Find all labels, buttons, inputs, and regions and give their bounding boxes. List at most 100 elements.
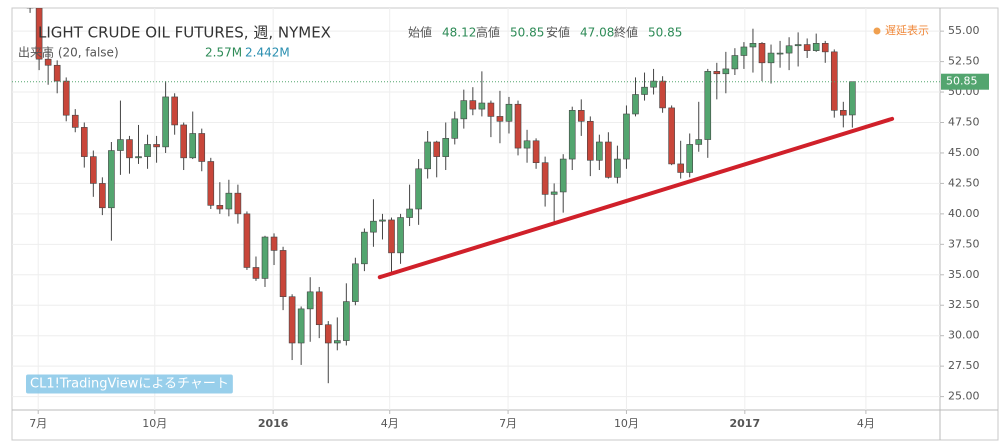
candle-body xyxy=(478,102,486,110)
y-tick-label: 32.50 xyxy=(948,298,980,311)
candle-body xyxy=(62,80,70,116)
candle-body xyxy=(532,140,540,164)
candle-body xyxy=(505,103,513,122)
candle-body xyxy=(514,103,522,149)
chart-title: LIGHT CRUDE OIL FUTURES, 週, NYMEX xyxy=(38,24,331,42)
candle-body xyxy=(99,183,106,209)
candle-body xyxy=(641,86,648,95)
low-label: 安値 xyxy=(546,25,570,40)
candle-body xyxy=(767,52,775,64)
candle-body xyxy=(550,191,558,195)
candle-body xyxy=(442,138,450,157)
candle-body xyxy=(650,80,657,88)
x-tick-label: 2017 xyxy=(730,417,761,430)
candle-body xyxy=(135,156,142,159)
candle-body xyxy=(541,162,549,195)
candle-body xyxy=(722,68,730,75)
candle-body xyxy=(261,236,269,279)
candle-body xyxy=(659,80,666,109)
low-value: 47.08 xyxy=(580,26,614,40)
candle-body xyxy=(35,8,43,60)
candle-body xyxy=(252,267,260,279)
last-price-label: 50.85 xyxy=(946,75,978,88)
candle-body xyxy=(44,58,52,66)
candle-body xyxy=(776,52,784,55)
candle-body xyxy=(623,113,630,160)
candle-body xyxy=(352,263,359,302)
candle-body xyxy=(53,64,61,82)
delay-label[interactable]: 遅延表示 xyxy=(885,23,929,37)
close-label: 終値 xyxy=(614,25,638,40)
candle-body xyxy=(306,291,314,310)
candle-body xyxy=(108,150,115,209)
candle-body xyxy=(388,219,395,254)
trend-line xyxy=(377,116,895,280)
high-label: 高値 xyxy=(476,25,500,40)
last-price-box xyxy=(941,73,989,90)
candle-body xyxy=(677,163,684,173)
x-tick-label: 4月 xyxy=(857,417,875,430)
watermark: CL1!TradingViewによるチャート xyxy=(30,377,229,392)
candle-body xyxy=(180,124,187,159)
candle-body xyxy=(315,291,323,326)
candle-body xyxy=(803,44,811,51)
candle-body xyxy=(288,296,296,344)
x-tick-label: 7月 xyxy=(499,417,517,430)
candle-body xyxy=(812,43,820,51)
candle-body xyxy=(198,133,206,162)
candle-body xyxy=(632,94,639,115)
open-label: 始値 xyxy=(408,25,432,40)
candle-body xyxy=(559,158,567,193)
watermark-backdrop xyxy=(26,374,233,394)
volume-value: 2.57M xyxy=(205,46,242,60)
candle-body xyxy=(234,192,242,215)
candle-body xyxy=(424,141,431,170)
candle-body xyxy=(80,127,88,157)
candle-body xyxy=(415,168,422,210)
candle-body xyxy=(71,114,79,128)
candle-body xyxy=(577,110,585,122)
close-value: 50.85 xyxy=(648,26,682,40)
y-tick-label: 47.50 xyxy=(948,116,980,129)
candle-body xyxy=(731,55,739,70)
x-tick-label: 7月 xyxy=(29,417,47,430)
candle-body xyxy=(668,107,675,165)
candle-body xyxy=(270,236,278,251)
y-tick-label: 25.00 xyxy=(948,390,980,403)
candle-body xyxy=(587,120,594,161)
volume-label: 出来高 (20, false) xyxy=(18,45,119,60)
candle-body xyxy=(162,96,169,148)
labels: LIGHT CRUDE OIL FUTURES, 週, NYMEX 始値 48.… xyxy=(18,23,989,430)
candle-body xyxy=(397,217,404,254)
candle-body xyxy=(216,205,224,210)
candle-body xyxy=(433,141,440,157)
candle-body xyxy=(496,116,504,122)
candle-body xyxy=(153,144,160,148)
candle-body xyxy=(686,144,694,173)
candle-body xyxy=(379,219,386,222)
candle-body xyxy=(821,43,829,53)
candle-body xyxy=(568,110,576,160)
y-tick-label: 27.50 xyxy=(948,359,980,372)
candle-body xyxy=(849,81,856,116)
plot xyxy=(12,8,940,384)
candle-body xyxy=(704,71,712,140)
candle-body xyxy=(279,250,287,298)
candle-body xyxy=(207,161,215,206)
y-tick-label: 37.50 xyxy=(948,237,980,250)
candle-body xyxy=(523,140,531,149)
candle-body xyxy=(614,158,621,178)
x-tick-label: 2016 xyxy=(258,417,289,430)
candle-body xyxy=(794,44,802,47)
candle-body xyxy=(370,220,377,233)
y-tick-label: 45.00 xyxy=(948,146,980,159)
candle-body xyxy=(243,213,251,268)
candle-body xyxy=(361,231,368,265)
open-value: 48.12 xyxy=(442,26,476,40)
candle-body xyxy=(740,46,748,56)
candle-body xyxy=(785,45,793,54)
candle-body xyxy=(605,141,612,178)
candle-body xyxy=(840,110,847,116)
candle-body xyxy=(596,141,603,161)
